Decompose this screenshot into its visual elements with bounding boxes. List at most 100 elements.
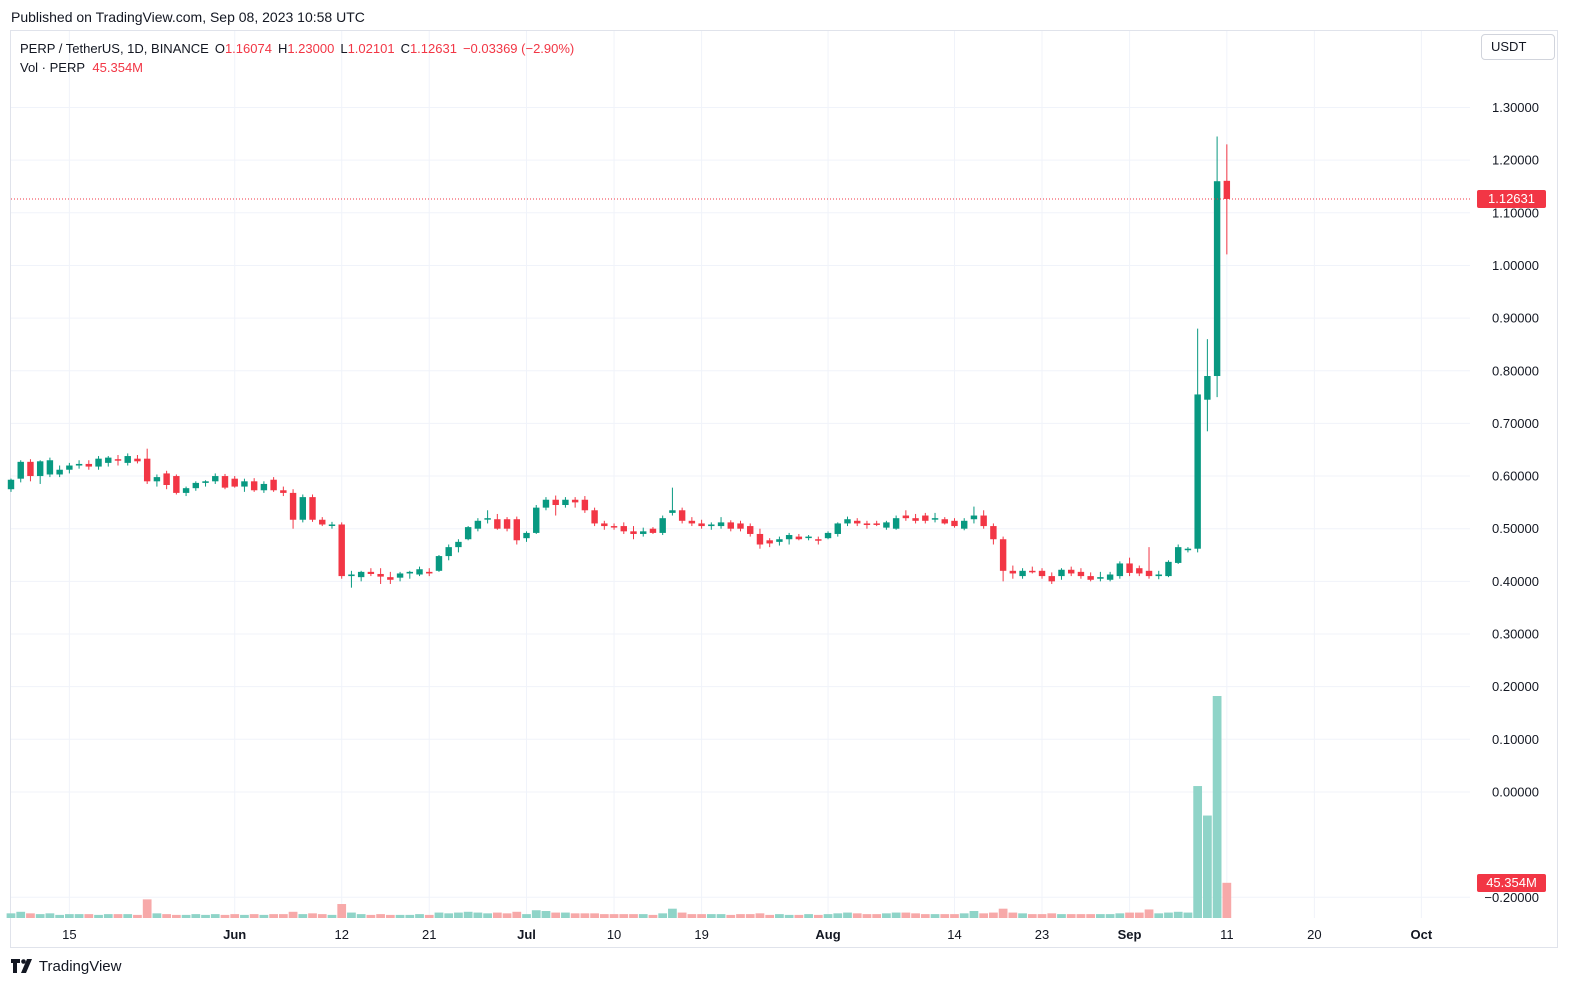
price-tick-label: 0.70000	[1492, 416, 1539, 431]
candle-body	[46, 460, 54, 475]
volume-bar	[1047, 913, 1057, 918]
volume-bar	[64, 914, 74, 918]
volume-bar	[969, 911, 979, 918]
volume-bar	[561, 912, 570, 918]
volume-bar	[1212, 696, 1222, 918]
open-value: 1.16074	[224, 41, 272, 56]
candle-body	[494, 519, 501, 529]
volume-bar	[347, 912, 356, 918]
tradingview-logo[interactable]: TradingView	[11, 958, 121, 975]
published-note: Published on TradingView.com, Sep 08, 20…	[11, 9, 365, 25]
volume-bar	[191, 914, 201, 918]
candle-body	[1204, 376, 1211, 400]
price-tick-label: 1.10000	[1492, 205, 1539, 220]
time-tick-label: 11	[1220, 927, 1234, 942]
candle-body	[1019, 570, 1026, 577]
candle-body	[212, 476, 219, 482]
volume-bar	[103, 914, 113, 918]
volume-bar	[872, 914, 882, 918]
candle-body	[1184, 548, 1192, 551]
candle-body	[1194, 394, 1201, 549]
candle-body	[961, 520, 968, 529]
volume-bar	[162, 914, 172, 918]
candle-body	[1077, 571, 1085, 577]
volume-bar	[862, 914, 872, 918]
volume-bar	[794, 914, 804, 918]
candle-body	[289, 492, 297, 520]
volume-bar	[337, 904, 347, 918]
candle-body	[747, 526, 754, 534]
volume-label[interactable]: Vol · PERP	[20, 60, 85, 75]
candle-body	[562, 499, 569, 506]
volume-bar	[1057, 914, 1066, 918]
volume-bar	[823, 914, 833, 918]
candle-body	[36, 461, 44, 477]
candle-body	[192, 482, 200, 489]
volume-bar	[726, 914, 736, 918]
candle-body	[426, 571, 433, 574]
price-tick-label: 0.30000	[1492, 627, 1539, 642]
candle-body	[640, 531, 647, 534]
volume-bar	[1222, 882, 1232, 918]
price-tick-label: 0.00000	[1492, 784, 1539, 799]
candle-body	[805, 536, 812, 539]
candle-body	[698, 523, 705, 527]
candle-body	[1126, 563, 1133, 573]
volume-bar	[308, 913, 317, 918]
candle-body	[270, 479, 277, 491]
volume-bar	[395, 914, 405, 918]
volume-bar	[463, 911, 473, 918]
volume-bar	[813, 914, 823, 918]
candle-body	[999, 539, 1007, 571]
volume-bar	[269, 914, 278, 918]
volume-value: 45.354M	[92, 60, 144, 75]
candle-body	[980, 515, 987, 527]
volume-bar	[278, 914, 288, 918]
candle-body	[309, 497, 316, 520]
candle-body	[231, 478, 238, 487]
candle-body	[630, 531, 637, 534]
candle-body	[85, 463, 93, 467]
volume-bar	[911, 913, 920, 918]
volume-bar	[424, 914, 434, 918]
candle-body	[766, 540, 773, 544]
currency-button[interactable]: USDT	[1481, 34, 1555, 60]
candle-body	[1116, 563, 1124, 577]
volume-bar	[940, 914, 950, 918]
volume-bar	[882, 913, 891, 918]
price-tick-label: 1.30000	[1492, 100, 1539, 115]
candle-body	[1048, 576, 1055, 582]
candle-body	[523, 532, 530, 539]
volume-bar	[706, 914, 716, 918]
candle-body	[416, 569, 423, 575]
price-axis: 1.30000 1.20000 1.10000 1.00000 0.90000 0.800…	[1484, 100, 1539, 905]
volume-bar	[619, 914, 629, 918]
volume-bar	[1164, 912, 1173, 918]
volume-bar	[677, 912, 687, 918]
last-price-tag: 1.12631	[1477, 189, 1546, 208]
chart-legend: PERP / TetherUS, 1D, BINANCE O1.16074 H1.2…	[20, 39, 574, 77]
candle-body	[348, 574, 355, 577]
price-tick-label: 0.10000	[1492, 732, 1539, 747]
candle-body	[610, 526, 618, 528]
price-tick-label: 0.20000	[1492, 679, 1539, 694]
time-tick-label: 20	[1307, 927, 1321, 942]
symbol-label[interactable]: PERP / TetherUS, 1D, BINANCE	[20, 41, 209, 56]
volume-bar	[249, 914, 259, 918]
candle-body	[143, 458, 151, 482]
candle-body	[503, 519, 511, 529]
price-tick-label: −0.20000	[1484, 890, 1539, 905]
candle-body	[970, 515, 978, 520]
volume-bar	[240, 914, 249, 918]
volume-bar	[74, 914, 84, 918]
volume-bar	[531, 910, 541, 918]
candle-body	[737, 523, 744, 529]
volume-bar	[1008, 912, 1018, 918]
candle-body	[75, 463, 83, 466]
candle-body	[455, 541, 462, 548]
volume-bar	[152, 913, 162, 918]
volume-bar	[454, 912, 463, 918]
time-tick-label: 23	[1035, 927, 1049, 942]
candle-body	[1174, 547, 1182, 563]
